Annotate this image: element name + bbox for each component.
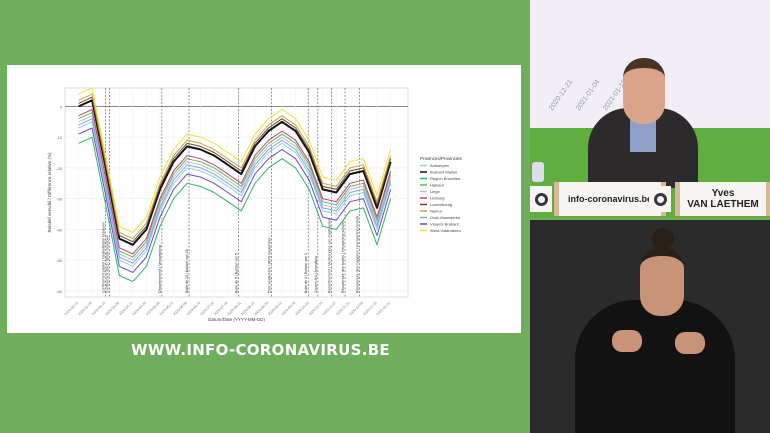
nameplate-site: info-coronavirus.be: [554, 182, 666, 216]
series-line-liege: [78, 115, 392, 261]
y-tick-label: -30: [56, 197, 63, 202]
legend-item: Namur: [430, 209, 443, 214]
event-label: Déconfinement | Versoepeling: [158, 245, 162, 293]
interpreter-video: [530, 220, 770, 433]
event-label: Réouverture des magasins | Heropening wi…: [356, 216, 360, 293]
legend-item: Liege: [430, 189, 441, 194]
y-tick-label: -50: [56, 258, 63, 263]
logo-icon: [530, 186, 552, 212]
series-line-region-bruxelles: [78, 136, 392, 283]
y-tick-label: -40: [56, 227, 63, 232]
event-label: Reconfinement | Verstrenging van maatreg…: [327, 218, 331, 293]
y-tick-label: 0: [60, 104, 63, 109]
event-label: Bulle de 5 | Bubbel van 5: [234, 253, 238, 293]
series-line-hainaut: [78, 112, 392, 258]
legend-item: Hainaut: [430, 183, 445, 188]
series-line-limburg: [78, 109, 392, 255]
chart-slide: 0 -10 -20 -30 -40 -50 -60 2020-02-15 2020-02-29 2…: [7, 65, 521, 333]
event-label: Bulle de 15 | Bubbel van 15: [185, 249, 189, 293]
event-label: DVS Septembre | WVS September: [267, 237, 271, 293]
series-line-oost-vlaanderen: [78, 118, 392, 264]
speaker-head: [623, 58, 665, 124]
logo-icon: [649, 186, 671, 212]
series-line-vlaams-brabant: [78, 127, 392, 273]
event-label: Confinement strict | Strikte lockdown: [106, 235, 110, 293]
y-axis-label: Relatief verschil / Différence relative …: [47, 152, 52, 232]
event-label: Bulle de 3 | Bubbel van 3: [304, 253, 308, 293]
water-bottle: [532, 162, 544, 182]
legend-item: Brabant Wallon: [430, 170, 457, 175]
x-tick-label: 2021-01-02: [376, 301, 392, 317]
x-axis-label: Datum/Date (YYYY-MM-DD): [208, 317, 265, 322]
legend-item: Limburg: [430, 196, 444, 201]
interpreter-hand: [612, 330, 642, 352]
y-tick-label: -20: [56, 166, 63, 171]
interpreter-hair-bun: [652, 228, 674, 250]
speaker-last-name: VAN LAETHEM: [687, 199, 759, 210]
legend-item: Luxembourg: [430, 202, 452, 207]
speaker-video: 2020-12-21 2021-01-04 2021-01-18 info-co…: [530, 0, 770, 218]
nameplate-speaker: Yves VAN LAETHEM: [675, 182, 770, 216]
y-tick-label: -10: [56, 135, 63, 140]
legend-item: Antwerpen: [430, 163, 449, 168]
series-line-namur: [78, 93, 392, 240]
mobility-line-chart: 0-10-20-30-40-50-602020-02-152020-02-292…: [47, 87, 463, 322]
event-label: Couvre-feu | Avondklok: [314, 256, 318, 293]
website-banner: WWW.INFO-CORONAVIRUS.BE: [131, 341, 390, 359]
event-label: Réouverture des écoles | Heropening scho…: [341, 220, 345, 293]
legend-item: Vlaams-Brabant: [430, 222, 460, 227]
series-line-brabant-wallon: [78, 99, 392, 246]
legend-item: Oost-Vlaanderen: [430, 215, 460, 220]
series-line-luxembourg: [78, 96, 392, 243]
series-line-antwerpen: [78, 121, 392, 267]
legend-item: Region Bruxelles: [430, 176, 460, 181]
speaker-first-name: Yves: [711, 188, 735, 199]
legend-item: West-Vlaanderen: [430, 228, 461, 233]
series-line-west-vlaanderen: [78, 87, 392, 233]
y-tick-label: -60: [56, 289, 63, 294]
interpreter-hand: [675, 332, 705, 354]
event-label: Confinement partiel | Gedeeltelijke lock…: [102, 222, 106, 293]
interpreter-body: [575, 300, 735, 433]
legend-title: Provinces/Provincies: [420, 156, 463, 161]
interpreter-head: [640, 248, 684, 316]
